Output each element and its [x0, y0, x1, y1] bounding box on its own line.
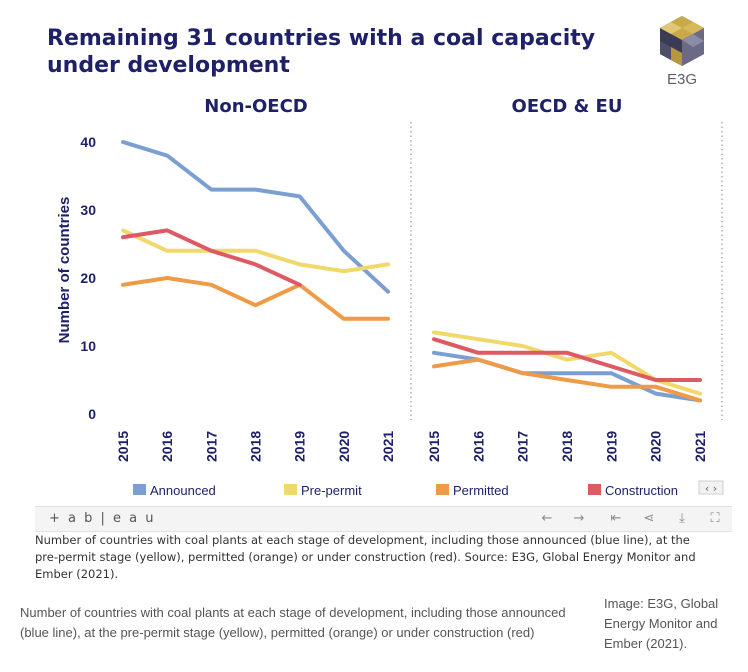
x-tick-label: 2020 [648, 431, 664, 462]
share-icon[interactable]: ⋖ [643, 511, 655, 526]
legend-swatch [133, 484, 146, 495]
x-tick-label: 2018 [248, 431, 264, 462]
chart-area: Number of countries 0 10 20 30 40 Non-OECD 2015… [56, 96, 724, 498]
x-tick-label: 2017 [515, 431, 531, 462]
image-credit: Image: E3G, Global Energy Monitor and Em… [604, 596, 719, 651]
y-tick-label: 20 [80, 270, 96, 286]
chart-caption: Number of countries with coal plants at … [35, 533, 696, 581]
legend-label: Construction [605, 483, 678, 498]
y-tick-label: 30 [80, 202, 96, 218]
legend-label: Announced [150, 483, 216, 498]
undo-icon[interactable]: ← [541, 511, 553, 526]
legend-label: Pre-permit [301, 483, 362, 498]
legend-item-announced: Announced [133, 483, 216, 498]
legend-pager-box [698, 480, 724, 495]
x-tick-label: 2019 [292, 431, 308, 462]
x-tick-label: 2021 [692, 431, 708, 462]
series-line-announced [121, 140, 390, 294]
y-tick-label: 10 [80, 338, 96, 354]
series-line-pre-permit [121, 228, 390, 274]
legend-swatch [436, 484, 449, 495]
fullscreen-icon[interactable]: ⛶ [710, 511, 720, 526]
chart-title: Remaining 31 countries with a coal capac… [47, 26, 596, 78]
legend-pager[interactable]: ‹ › [698, 480, 724, 495]
legend-swatch [284, 484, 297, 495]
panel-oecd-eu: OECD & EU 2015 2016 2017 2018 2019 2020 2021 [426, 96, 708, 462]
x-tick-label: 2015 [426, 431, 442, 462]
tableau-toolbar: + a b | e a u ← → ⇤ ⋖ ⤓ ⛶ [35, 506, 732, 532]
series-line-construction [432, 337, 702, 382]
legend-item-permitted: Permitted [436, 483, 509, 498]
y-tick-label: 0 [88, 406, 96, 422]
revert-icon[interactable]: ⇤ [610, 511, 622, 526]
x-tick-label: 2020 [336, 431, 352, 462]
legend-swatch [588, 484, 601, 495]
panel-title: OECD & EU [512, 96, 623, 117]
panel-non-oecd: Non-OECD 2015 2016 2017 2018 2019 2020 2021 [115, 96, 396, 462]
x-tick-label: 2021 [380, 431, 396, 462]
e3g-logo: E3G [660, 16, 704, 88]
x-tick-label: 2016 [159, 431, 175, 462]
x-tick-label: 2019 [603, 431, 619, 462]
tableau-logo[interactable]: + a b | e a u [49, 511, 156, 526]
series-line-permitted [121, 276, 390, 321]
logo-text: E3G [667, 71, 697, 88]
x-tick-label: 2016 [470, 431, 486, 462]
y-tick-label: 40 [80, 134, 96, 150]
y-axis-label: Number of countries [56, 197, 73, 344]
legend-label: Permitted [453, 483, 509, 498]
download-icon[interactable]: ⤓ [679, 511, 685, 526]
legend-item-pre-permit: Pre-permit [284, 483, 362, 498]
redo-icon[interactable]: → [573, 511, 585, 526]
x-tick-label: 2017 [203, 431, 219, 462]
page-caption: Number of countries with coal plants at … [20, 605, 566, 640]
legend-item-construction: Construction [588, 483, 678, 498]
series-line-construction [121, 228, 302, 287]
panel-title: Non-OECD [204, 96, 307, 117]
cube-logo-icon [660, 16, 704, 66]
x-tick-label: 2015 [115, 431, 131, 462]
legend-pager-arrows-icon: ‹ › [705, 482, 717, 495]
series-line-permitted [432, 357, 702, 403]
series-line-pre-permit [432, 330, 702, 396]
x-tick-label: 2018 [559, 431, 575, 462]
